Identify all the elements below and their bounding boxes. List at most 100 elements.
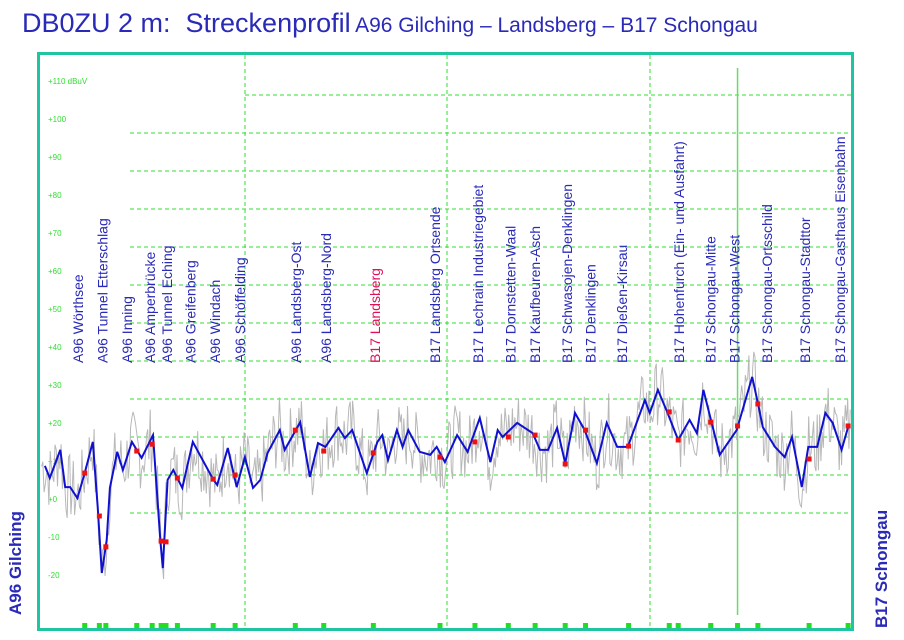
location-label: B17 Schongau-Ortsschild bbox=[759, 204, 775, 363]
location-tick bbox=[321, 623, 327, 628]
location-marker bbox=[708, 419, 714, 425]
location-label: A96 Greifenberg bbox=[182, 260, 198, 363]
location-marker bbox=[174, 475, 180, 481]
y-tick-label: +100 bbox=[48, 115, 67, 124]
y-tick-label: +110 dBuV bbox=[48, 77, 88, 86]
location-marker bbox=[82, 470, 88, 476]
location-tick bbox=[532, 623, 538, 628]
location-label: B17 Schongau-Stadttor bbox=[797, 217, 813, 363]
location-marker bbox=[583, 427, 589, 433]
location-marker bbox=[158, 538, 164, 544]
location-tick bbox=[505, 623, 511, 628]
location-tick bbox=[149, 623, 155, 628]
location-label: B17 Kaufbeuren-Asch bbox=[527, 226, 543, 363]
start-label: A96 Gilching bbox=[6, 511, 25, 615]
location-marker bbox=[755, 401, 761, 407]
location-marker bbox=[163, 539, 169, 545]
location-tick bbox=[735, 623, 741, 628]
y-tick-label: +90 bbox=[48, 153, 62, 162]
location-label: B17 Schongau-Gasthaus Eisenbahn bbox=[832, 137, 848, 364]
location-tick bbox=[845, 623, 851, 628]
location-tick bbox=[437, 623, 443, 628]
location-label: A96 Amperbrücke bbox=[142, 252, 158, 363]
location-label: A96 Schöffelding bbox=[232, 257, 248, 363]
location-label: A96 Windach bbox=[207, 280, 223, 363]
location-label: B17 Landsberg Ortsende bbox=[427, 206, 443, 363]
y-tick-label: +20 bbox=[48, 419, 62, 428]
location-label: A96 Tunnel Eching bbox=[159, 245, 175, 363]
location-marker bbox=[232, 472, 238, 478]
location-tick bbox=[210, 623, 216, 628]
location-label: A96 Inning bbox=[119, 296, 135, 363]
location-marker bbox=[210, 476, 216, 482]
location-label: B17 Denklingen bbox=[582, 264, 598, 363]
location-tick bbox=[562, 623, 568, 628]
location-tick bbox=[134, 623, 140, 628]
location-tick bbox=[708, 623, 714, 628]
location-label: A96 Tunnel Etterschlag bbox=[95, 218, 111, 363]
plot-frame bbox=[37, 52, 854, 631]
location-tick bbox=[370, 623, 376, 628]
y-tick-label: +80 bbox=[48, 191, 62, 200]
location-tick bbox=[472, 623, 478, 628]
location-label: B17 Schwasojen-Denklingen bbox=[559, 184, 575, 363]
location-tick bbox=[163, 623, 169, 628]
location-tick bbox=[806, 623, 812, 628]
location-tick bbox=[755, 623, 761, 628]
location-tick bbox=[626, 623, 632, 628]
location-marker bbox=[626, 443, 632, 449]
location-marker bbox=[134, 448, 140, 454]
title-route: A96 Gilching – Landsberg – B17 Schongau bbox=[355, 14, 758, 37]
y-tick-label: +60 bbox=[48, 267, 62, 276]
location-tick bbox=[96, 623, 102, 628]
location-marker bbox=[96, 513, 102, 519]
chart-title: DB0ZU 2 m: Streckenprofil A96 Gilching –… bbox=[22, 8, 758, 39]
location-label: B17 Dornstetten-Waal bbox=[503, 226, 519, 363]
location-marker bbox=[675, 437, 681, 443]
y-tick-label: +30 bbox=[48, 381, 62, 390]
y-tick-label: -10 bbox=[48, 533, 60, 542]
location-marker bbox=[149, 441, 155, 447]
title-main: DB0ZU 2 m: Streckenprofil bbox=[22, 8, 351, 38]
location-label: B17 Schongau-West bbox=[726, 235, 742, 363]
location-tick bbox=[232, 623, 238, 628]
location-marker bbox=[562, 461, 568, 467]
location-marker bbox=[292, 427, 298, 433]
location-marker bbox=[321, 448, 327, 454]
location-marker bbox=[437, 454, 443, 460]
y-tick-label: +0 bbox=[48, 495, 58, 504]
location-tick bbox=[82, 623, 88, 628]
y-tick-label: +70 bbox=[48, 229, 62, 238]
y-tick-label: -20 bbox=[48, 571, 60, 580]
location-tick bbox=[675, 623, 681, 628]
location-tick bbox=[103, 623, 109, 628]
location-label: B17 Lechrain Industriegebiet bbox=[470, 185, 486, 363]
location-label: B17 Dießen-Kirsau bbox=[614, 245, 630, 363]
location-tick bbox=[666, 623, 672, 628]
location-label: A96 Landsberg-Ost bbox=[288, 241, 304, 363]
location-label: B17 Hohenfurch (Ein- und Ausfahrt) bbox=[671, 141, 687, 363]
location-tick bbox=[292, 623, 298, 628]
location-marker bbox=[735, 423, 741, 429]
location-marker bbox=[370, 450, 376, 456]
location-marker bbox=[505, 434, 511, 440]
location-marker bbox=[103, 544, 109, 550]
raw-signal-line bbox=[41, 351, 851, 580]
location-tick bbox=[158, 623, 164, 628]
location-marker bbox=[472, 439, 478, 445]
location-marker bbox=[806, 456, 812, 462]
end-label: B17 Schongau bbox=[872, 509, 891, 628]
location-tick bbox=[583, 623, 589, 628]
y-tick-label: +40 bbox=[48, 343, 62, 352]
location-label: A96 Wörthsee bbox=[70, 274, 86, 363]
location-marker bbox=[666, 409, 672, 415]
smoothed-signal-line bbox=[43, 376, 850, 574]
location-label: A96 Landsberg-Nord bbox=[318, 233, 334, 363]
location-label: B17 Landsberg bbox=[367, 268, 383, 363]
location-marker bbox=[845, 423, 851, 429]
location-tick bbox=[174, 623, 180, 628]
location-label: B17 Schongau-Mitte bbox=[703, 236, 719, 363]
location-marker bbox=[532, 432, 538, 438]
